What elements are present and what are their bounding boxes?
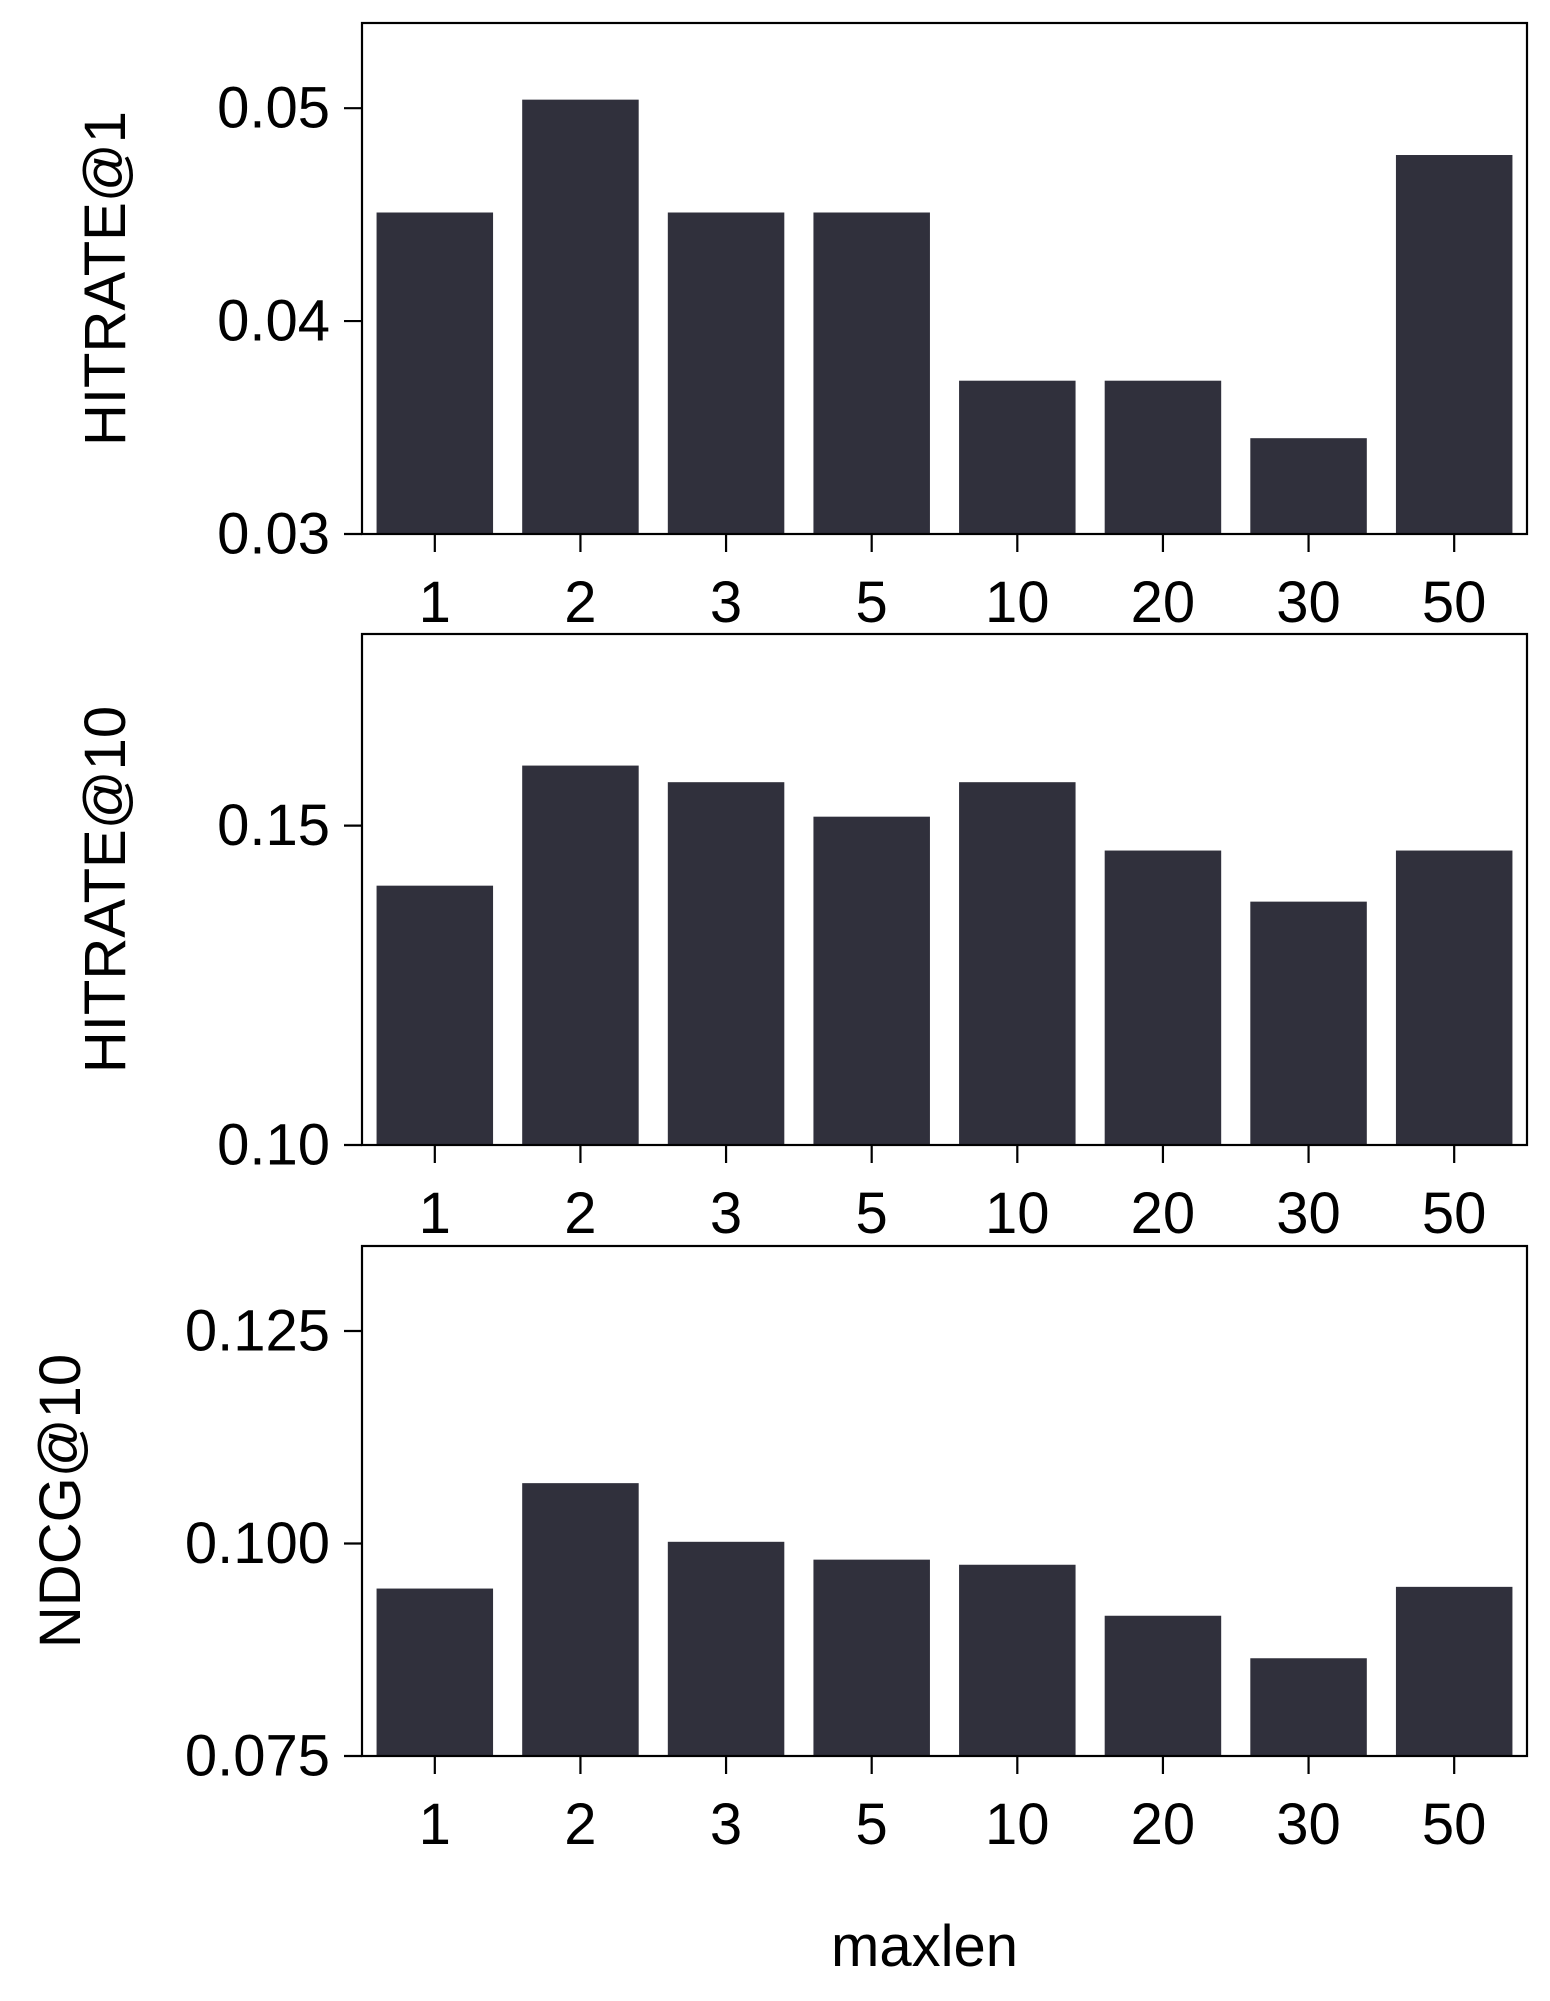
bar-1 [376,1588,494,1756]
plot-frame [360,21,1529,536]
y-axis-title: HITRATE@1 [73,111,138,446]
x-tick-label: 10 [985,1792,1050,1857]
y-tick-label: 0.125 [185,1299,330,1364]
bar-50 [1395,155,1513,534]
y-tick-label: 0.100 [185,1511,330,1576]
x-tick-label: 20 [1131,1181,1196,1246]
x-tick-label: 1 [419,570,451,635]
x-tick-label: 50 [1422,1181,1487,1246]
y-tick-label: 0.10 [217,1113,330,1178]
bar-30 [1250,901,1367,1145]
x-tick-label: 50 [1422,1792,1487,1857]
y-axis-title: HITRATE@10 [73,706,138,1073]
y-tick-label: 0.03 [217,502,330,567]
y-tick-label: 0.075 [185,1724,330,1789]
bar-50 [1395,1586,1513,1756]
bar-2 [522,1483,639,1756]
chart-panel-1: 0.03 0.04 0.05 1 2 3 5 10 20 30 50 HITRATE@1 [73,21,1529,635]
x-axis-title: maxlen [831,1914,1018,1979]
x-tick-label: 10 [985,570,1050,635]
bar-50 [1395,850,1513,1145]
x-tick-label: 30 [1276,1792,1341,1857]
bar-3 [667,212,785,534]
bar-5 [813,1559,930,1756]
x-tick-label: 2 [564,1792,596,1857]
x-tick-label: 5 [856,570,888,635]
bar-10 [959,380,1076,534]
bar-30 [1250,1658,1367,1756]
x-tick-label: 1 [419,1181,451,1246]
bar-5 [813,212,930,534]
bar-2 [522,765,639,1145]
plot-frame [360,632,1529,1147]
y-tick-label: 0.15 [217,793,330,858]
x-tick-label: 50 [1422,570,1487,635]
bar-30 [1250,438,1367,534]
x-tick-label: 5 [856,1181,888,1246]
bar-1 [376,212,494,534]
plot-frame [360,1244,1529,1758]
bar-5 [813,816,930,1145]
x-tick-label: 20 [1131,570,1196,635]
x-tick-label: 3 [710,1792,742,1857]
bar-3 [667,782,785,1145]
x-tick-label: 1 [419,1792,451,1857]
bar-10 [959,1564,1076,1756]
x-tick-label: 3 [710,570,742,635]
x-tick-label: 30 [1276,1181,1341,1246]
bar-1 [376,885,494,1145]
bar-3 [667,1541,785,1756]
x-tick-label: 2 [564,1181,596,1246]
bar-20 [1104,1615,1222,1756]
x-tick-label: 20 [1131,1792,1196,1857]
x-tick-label: 10 [985,1181,1050,1246]
y-tick-label: 0.05 [217,76,330,141]
bar-20 [1104,380,1222,534]
chart-panel-2: 0.10 0.15 1 2 3 5 10 20 30 50 HITRATE@10 [73,632,1529,1246]
y-axis-title: NDCG@10 [28,1354,93,1648]
bar-10 [959,782,1076,1145]
x-tick-label: 3 [710,1181,742,1246]
chart-panel-3: 0.075 0.100 0.125 1 2 3 5 10 20 30 50 NDCG@10 maxlen [28,1244,1529,1979]
x-tick-label: 30 [1276,570,1341,635]
bar-20 [1104,850,1222,1145]
y-tick-label: 0.04 [217,289,330,354]
x-tick-label: 5 [856,1792,888,1857]
bar-2 [522,99,639,535]
x-tick-label: 2 [564,570,596,635]
